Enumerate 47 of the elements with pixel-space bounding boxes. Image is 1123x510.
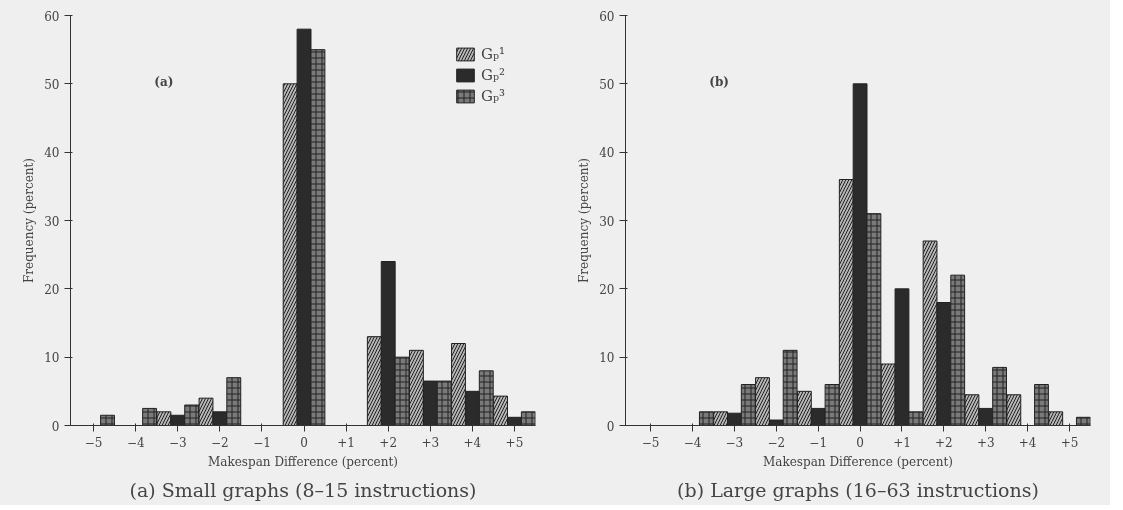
y-tick-label: 40	[599, 146, 615, 161]
y-tick-label: 50	[44, 77, 60, 92]
x-tick-label: −3	[725, 435, 744, 450]
y-axis-title: Frequency (percent)	[22, 158, 37, 283]
legend-label: Gₚ³	[481, 87, 505, 105]
y-tick-label: 10	[599, 351, 615, 366]
x-tick-label: +4	[1018, 435, 1037, 450]
x-tick-label: +3	[976, 435, 995, 450]
y-tick-label: 10	[44, 351, 60, 366]
x-tick-label: +1	[893, 435, 911, 450]
legend-label: Gₚ¹	[481, 45, 505, 63]
x-tick-label: −1	[253, 435, 271, 450]
x-tick-label: 0	[856, 435, 864, 450]
y-tick-label: 20	[44, 282, 60, 297]
x-tick-label: +1	[337, 435, 355, 450]
x-tick-label: −4	[683, 435, 702, 450]
x-tick-label: −2	[767, 435, 786, 450]
x-tick-label: +5	[505, 435, 524, 450]
x-axis-title: Makespan Difference (percent)	[208, 454, 398, 469]
x-tick-label: −3	[168, 435, 187, 450]
y-tick-label: 60	[44, 9, 60, 24]
x-tick-label: −5	[84, 435, 103, 450]
x-tick-label: −2	[211, 435, 229, 450]
annotation: (b)	[709, 75, 729, 90]
x-axis-title: Makespan Difference (percent)	[763, 454, 953, 469]
y-tick-label: 0	[51, 419, 60, 434]
x-tick-label: +5	[1060, 435, 1079, 450]
y-tick-label: 30	[44, 214, 60, 229]
y-tick-label: 0	[606, 419, 615, 434]
y-tick-label: 40	[44, 146, 60, 161]
x-tick-label: +4	[463, 435, 482, 450]
legend-label: Gₚ²	[481, 66, 505, 84]
y-axis-title: Frequency (percent)	[577, 158, 592, 283]
x-tick-label: −5	[641, 435, 660, 450]
x-tick-label: 0	[300, 435, 308, 450]
x-tick-label: −4	[126, 435, 145, 450]
annotation: (a)	[154, 75, 174, 90]
text: (a) Small graphs (8–15 instructions)	[129, 478, 477, 501]
y-tick-label: 60	[599, 9, 615, 24]
x-tick-label: +2	[935, 435, 953, 450]
text: (b) Large graphs (16–63 instructions)	[677, 478, 1039, 501]
x-tick-label: +3	[421, 435, 440, 450]
x-tick-label: −1	[809, 435, 828, 450]
y-tick-label: 50	[599, 77, 615, 92]
y-tick-label: 20	[599, 282, 615, 297]
y-tick-label: 30	[599, 214, 615, 229]
x-tick-label: +2	[379, 435, 398, 450]
